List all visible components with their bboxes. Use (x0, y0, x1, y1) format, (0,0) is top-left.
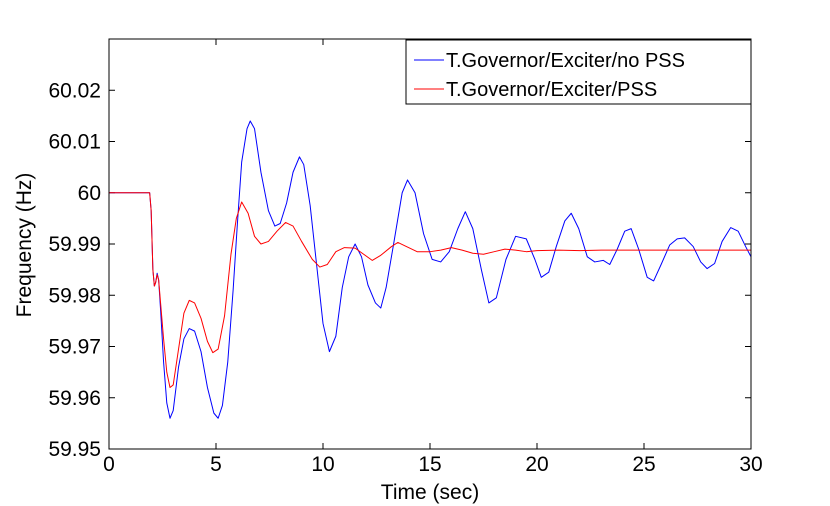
y-tick-label: 59.98 (48, 284, 101, 307)
series-lines (109, 120, 752, 419)
y-tick-label: 59.96 (48, 387, 101, 410)
x-tick-label: 0 (103, 453, 115, 476)
x-tick-label: 25 (632, 453, 655, 476)
legend: T.Governor/Exciter/no PSS T.Governor/Exc… (405, 39, 752, 105)
series-line-0 (109, 120, 752, 419)
y-tick-label: 59.99 (48, 233, 101, 256)
y-tick-label: 59.95 (48, 438, 101, 461)
y-tick-label: 60 (78, 182, 101, 205)
y-axis-title: Frequency (Hz) (13, 173, 36, 318)
x-axis-title: Time (sec) (381, 481, 479, 504)
y-tick-label: 60.02 (48, 79, 101, 102)
legend-label-no-pss: T.Governor/Exciter/no PSS (446, 50, 685, 72)
x-tick-label: 20 (525, 453, 548, 476)
x-tick-label: 30 (739, 453, 762, 476)
y-tick-label: 59.97 (48, 336, 101, 359)
x-tick-label: 5 (210, 453, 222, 476)
legend-box (405, 39, 752, 105)
x-tick-label: 15 (418, 453, 441, 476)
x-tick-label: 10 (311, 453, 334, 476)
legend-label-pss: T.Governor/Exciter/PSS (446, 79, 657, 101)
plot-area-frame (108, 38, 752, 450)
series-line-1 (109, 192, 751, 388)
y-axis-ticks: 59.95 59.96 59.97 59.98 59.99 60 60.01 60.02 (48, 79, 751, 461)
y-tick-label: 60.01 (48, 131, 101, 154)
